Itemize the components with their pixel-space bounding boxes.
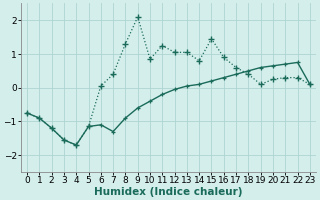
X-axis label: Humidex (Indice chaleur): Humidex (Indice chaleur) — [94, 187, 243, 197]
